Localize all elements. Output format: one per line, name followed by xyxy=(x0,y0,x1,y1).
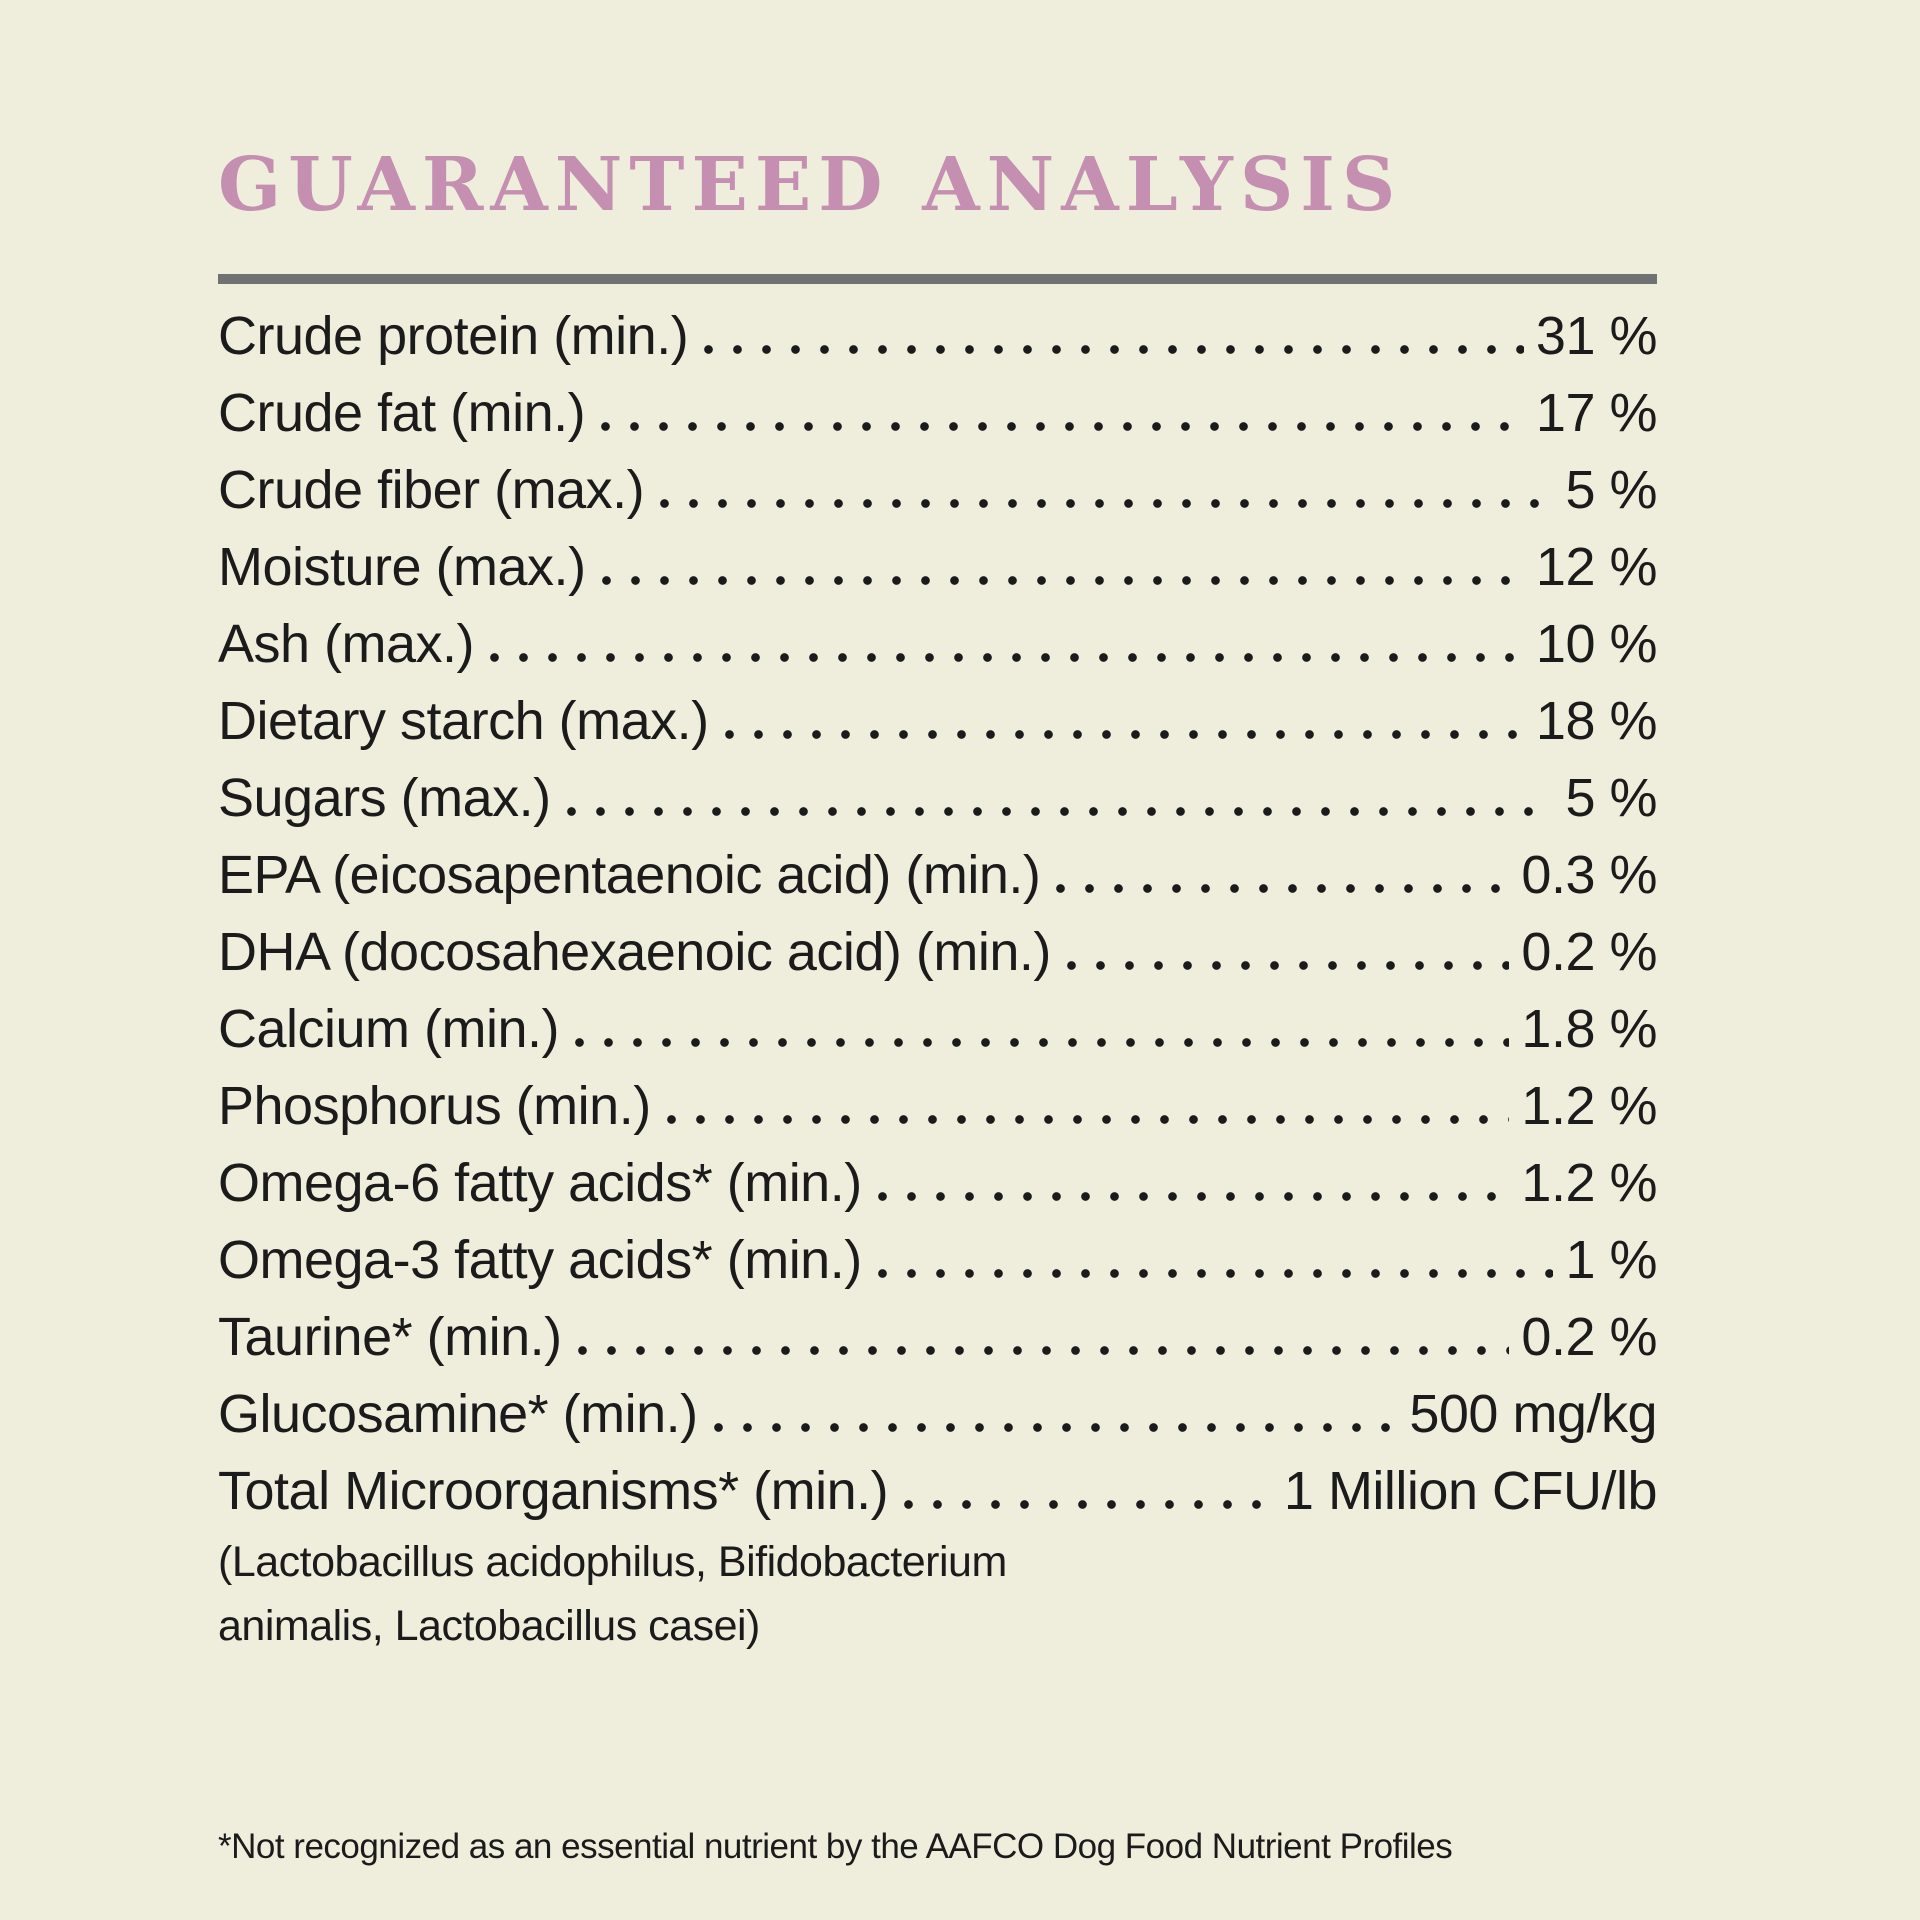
dot-leader xyxy=(1056,884,1510,893)
analysis-row: Moisture (max.) 12 % xyxy=(218,529,1658,606)
analysis-row: Crude protein (min.) 31 % xyxy=(218,298,1658,375)
note-line-1: (Lactobacillus acidophilus, Bifidobacter… xyxy=(218,1538,1007,1586)
nutrient-label: Taurine* (min.) xyxy=(218,1307,562,1367)
dot-leader xyxy=(877,1192,1510,1201)
nutrient-label: EPA (eicosapentaenoic acid) (min.) xyxy=(218,845,1041,905)
nutrient-value: 1 % xyxy=(1565,1230,1657,1290)
nutrient-label: Moisture (max.) xyxy=(218,537,586,597)
analysis-row: Omega-6 fatty acids* (min.) 1.2 % xyxy=(218,1145,1657,1222)
nutrient-value: 12 % xyxy=(1535,537,1658,597)
analysis-row: Taurine* (min.) 0.2 % xyxy=(218,1299,1657,1376)
analysis-row: Ash (max.) 10 % xyxy=(218,606,1658,683)
nutrient-value: 18 % xyxy=(1535,691,1658,751)
dot-leader xyxy=(877,1269,1554,1278)
dot-leader xyxy=(490,653,1524,662)
nutrient-value: 5 % xyxy=(1565,460,1657,520)
nutrient-label: Sugars (max.) xyxy=(218,768,551,828)
nutrient-value: 10 % xyxy=(1535,614,1658,674)
nutrient-value: 0.2 % xyxy=(1521,1307,1657,1367)
nutrient-label: Crude fiber (max.) xyxy=(218,460,645,520)
nutrient-label: Phosphorus (min.) xyxy=(218,1076,651,1136)
nutrient-value: 500 mg/kg xyxy=(1409,1384,1657,1444)
dot-leader xyxy=(666,1115,1510,1124)
nutrient-label: Calcium (min.) xyxy=(218,999,560,1059)
dot-leader xyxy=(904,1500,1272,1509)
dot-leader xyxy=(566,807,1554,816)
nutrient-value: 1.8 % xyxy=(1521,999,1657,1059)
nutrient-label: Total Microorganisms* (min.) xyxy=(218,1461,889,1521)
nutrient-label: Dietary starch (max.) xyxy=(218,691,709,751)
analysis-row: EPA (eicosapentaenoic acid) (min.) 0.3 % xyxy=(218,837,1657,914)
nutrient-value: 1.2 % xyxy=(1521,1153,1657,1213)
analysis-row: Crude fiber (max.) 5 % xyxy=(218,452,1657,529)
nutrient-value: 1.2 % xyxy=(1521,1076,1657,1136)
aafco-footnote: *Not recognized as an essential nutrient… xyxy=(218,1827,1453,1866)
nutrient-value: 0.3 % xyxy=(1521,845,1657,905)
nutrient-value: 31 % xyxy=(1535,306,1658,366)
analysis-row: Calcium (min.) 1.8 % xyxy=(218,991,1657,1068)
dot-leader xyxy=(601,422,1524,431)
analysis-row: Omega-3 fatty acids* (min.) 1 % xyxy=(218,1222,1657,1299)
nutrient-value: 17 % xyxy=(1535,383,1658,443)
analysis-row: Sugars (max.) 5 % xyxy=(218,760,1657,837)
nutrient-label: Omega-6 fatty acids* (min.) xyxy=(218,1153,862,1213)
nutrient-label: Crude fat (min.) xyxy=(218,383,586,443)
nutrient-label: Glucosamine* (min.) xyxy=(218,1384,698,1444)
dot-leader xyxy=(713,1423,1398,1432)
note-line-2: animalis, Lactobacillus casei) xyxy=(218,1602,760,1650)
analysis-row: Total Microorganisms* (min.) 1 Million C… xyxy=(218,1453,1658,1530)
analysis-row: Phosphorus (min.) 1.2 % xyxy=(218,1068,1657,1145)
nutrient-value: 5 % xyxy=(1565,768,1657,828)
analysis-row: Dietary starch (max.) 18 % xyxy=(218,683,1658,760)
dot-leader xyxy=(724,730,1524,739)
nutrient-label: Omega-3 fatty acids* (min.) xyxy=(218,1230,862,1290)
analysis-table: Crude protein (min.) 31 % Crude fat (min… xyxy=(218,298,1658,1530)
divider-rule xyxy=(218,274,1657,284)
analysis-row: DHA (docosahexaenoic acid) (min.) 0.2 % xyxy=(218,914,1657,991)
analysis-row: Crude fat (min.) 17 % xyxy=(218,375,1658,452)
dot-leader xyxy=(601,576,1524,585)
microorganisms-note: (Lactobacillus acidophilus, Bifidobacter… xyxy=(218,1530,1657,1658)
analysis-row: Glucosamine* (min.) 500 mg/kg xyxy=(218,1376,1657,1453)
dot-leader xyxy=(1066,961,1510,970)
nutrient-value: 1 Million CFU/lb xyxy=(1283,1461,1658,1521)
dot-leader xyxy=(660,499,1554,508)
dot-leader xyxy=(577,1346,1510,1355)
nutrient-label: Crude protein (min.) xyxy=(218,306,689,366)
nutrient-label: DHA (docosahexaenoic acid) (min.) xyxy=(218,922,1051,982)
nutrient-value: 0.2 % xyxy=(1521,922,1657,982)
dot-leader xyxy=(575,1038,1510,1047)
page-title: GUARANTEED ANALYSIS xyxy=(218,142,1403,228)
dot-leader xyxy=(704,345,1524,354)
nutrient-label: Ash (max.) xyxy=(218,614,475,674)
